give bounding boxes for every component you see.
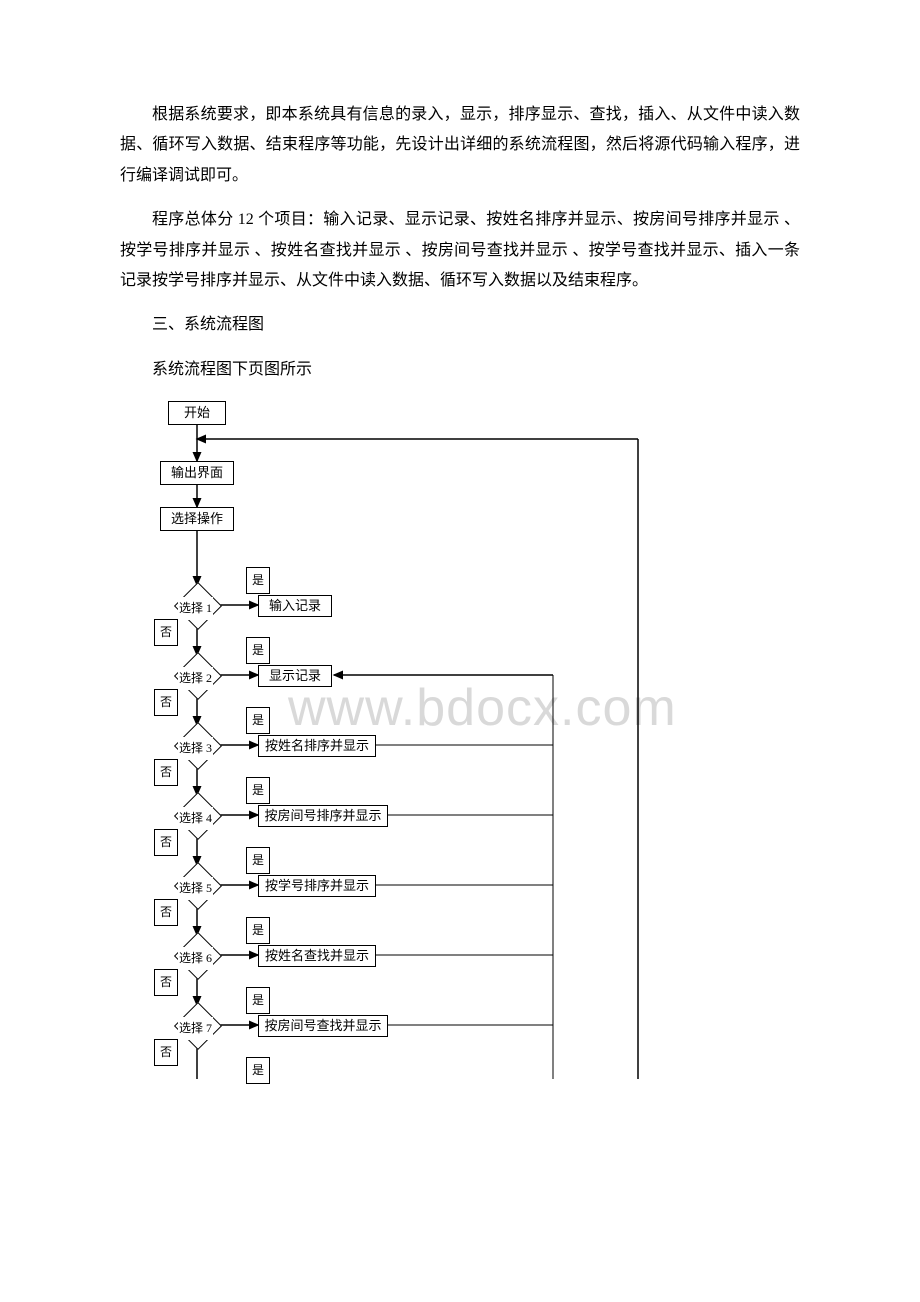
- action-show-record: 显示记录: [258, 665, 332, 687]
- label-yes-5: 是: [246, 917, 270, 944]
- flowchart: www.bdocx.com: [138, 399, 648, 1099]
- label-no-5: 否: [154, 899, 178, 926]
- decision-3-label: 选择 3: [178, 737, 213, 760]
- decision-1-label: 选择 1: [178, 597, 213, 620]
- action-input-record: 输入记录: [258, 595, 332, 617]
- label-yes-6: 是: [246, 987, 270, 1014]
- label-no-7: 否: [154, 1039, 178, 1066]
- paragraph-1: 根据系统要求，即本系统具有信息的录入，显示，排序显示、查找，插入、从文件中读入数…: [120, 100, 800, 191]
- label-no-1: 否: [154, 619, 178, 646]
- label-yes-7: 是: [246, 1057, 270, 1084]
- action-sort-id: 按学号排序并显示: [258, 875, 376, 897]
- document-page: 根据系统要求，即本系统具有信息的录入，显示，排序显示、查找，插入、从文件中读入数…: [0, 0, 920, 1139]
- label-no-6: 否: [154, 969, 178, 996]
- action-sort-name: 按姓名排序并显示: [258, 735, 376, 757]
- label-no-4: 否: [154, 829, 178, 856]
- label-yes-4: 是: [246, 847, 270, 874]
- paragraph-4: 系统流程图下页图所示: [120, 355, 800, 385]
- action-find-name: 按姓名查找并显示: [258, 945, 376, 967]
- label-no-2: 否: [154, 689, 178, 716]
- decision-5-label: 选择 5: [178, 877, 213, 900]
- node-select-op: 选择操作: [160, 507, 234, 531]
- decision-6-label: 选择 6: [178, 947, 213, 970]
- action-sort-room: 按房间号排序并显示: [258, 805, 388, 827]
- label-no-3: 否: [154, 759, 178, 786]
- label-yes-2: 是: [246, 707, 270, 734]
- decision-4-label: 选择 4: [178, 807, 213, 830]
- label-yes-1: 是: [246, 637, 270, 664]
- decision-7-label: 选择 7: [178, 1017, 213, 1040]
- paragraph-2: 程序总体分 12 个项目：输入记录、显示记录、按姓名排序并显示、按房间号排序并显…: [120, 205, 800, 296]
- label-yes-3: 是: [246, 777, 270, 804]
- heading-3: 三、系统流程图: [120, 310, 800, 340]
- node-start: 开始: [168, 401, 226, 425]
- decision-2-label: 选择 2: [178, 667, 213, 690]
- action-find-room: 按房间号查找并显示: [258, 1015, 388, 1037]
- label-yes-0: 是: [246, 567, 270, 594]
- node-output-ui: 输出界面: [160, 461, 234, 485]
